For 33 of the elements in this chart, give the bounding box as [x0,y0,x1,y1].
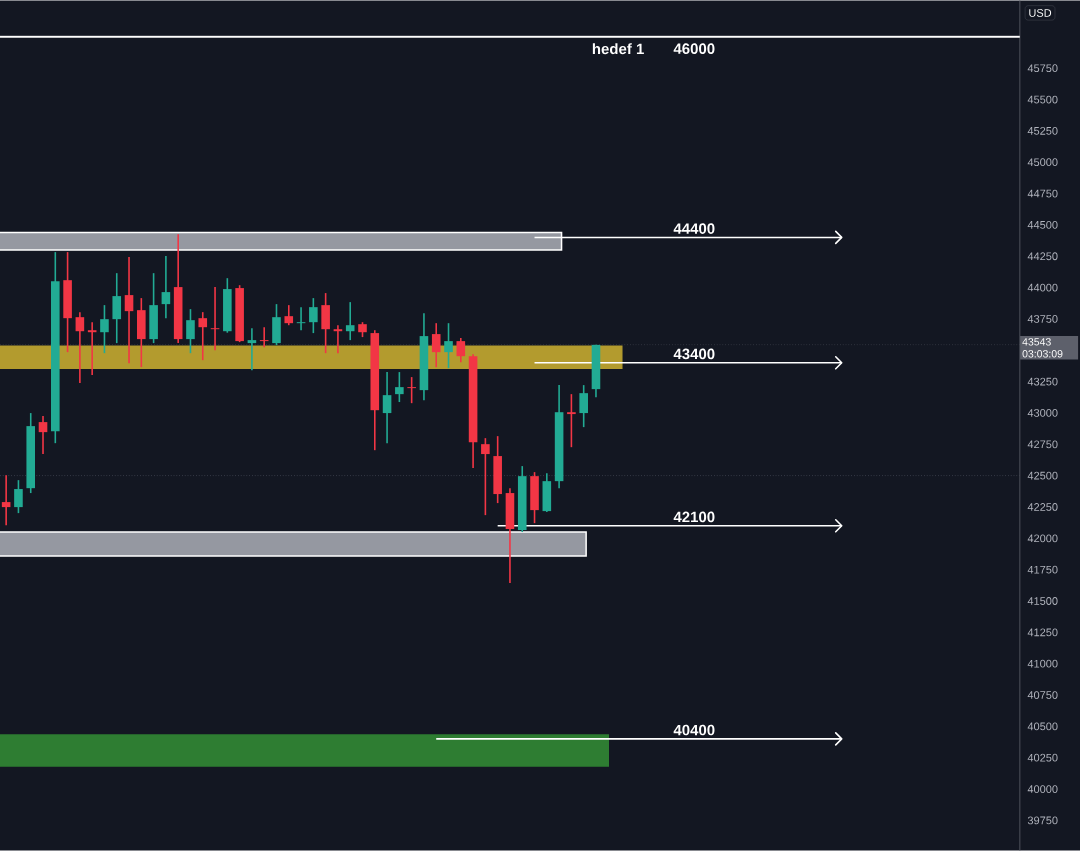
y-tick-label: 40000 [1027,785,1058,793]
y-tick-label: 43000 [1027,409,1058,417]
y-tick-label: 45500 [1027,95,1058,104]
ref-line-label: 42100 [673,511,715,523]
y-tick-label: 41250 [1027,628,1058,637]
y-tick-label: 45250 [1027,126,1058,135]
ref-line-label: 43400 [673,348,715,360]
ref-line-label: 44400 [673,223,715,234]
y-tick-label: 45750 [1027,64,1058,73]
y-tick-label: 44500 [1027,221,1058,229]
y-tick-label: 41500 [1027,597,1058,605]
y-tick-label: 42000 [1027,534,1058,543]
y-tick-label: 44750 [1027,189,1058,198]
y-tick-label: 40750 [1027,691,1058,699]
y-tick-label: 43250 [1027,377,1058,386]
ref-line-label: 43543 [1022,338,1051,346]
y-tick-label: 42500 [1027,471,1058,480]
y-tick-label: 44250 [1027,252,1058,261]
y-axis-title: USD [1029,9,1052,17]
y-tick-label: 42750 [1027,440,1058,449]
y-tick-label: 45000 [1027,158,1058,167]
ref-line-label: 40400 [673,724,715,736]
y-tick-label: 44000 [1027,283,1058,292]
text: 03:03:09 [1022,350,1063,358]
annotation: hedef 1 [592,43,644,55]
y-tick-label: 41750 [1027,565,1058,574]
y-tick-label: 40250 [1027,753,1058,762]
y-tick-label: 40500 [1027,722,1058,731]
y-tick-label: 42250 [1027,503,1058,511]
y-tick-label: 41000 [1027,659,1058,668]
y-tick-label: 39750 [1027,816,1058,825]
ref-line-label: 46000 [673,43,715,54]
y-tick-label: 43750 [1027,315,1058,323]
